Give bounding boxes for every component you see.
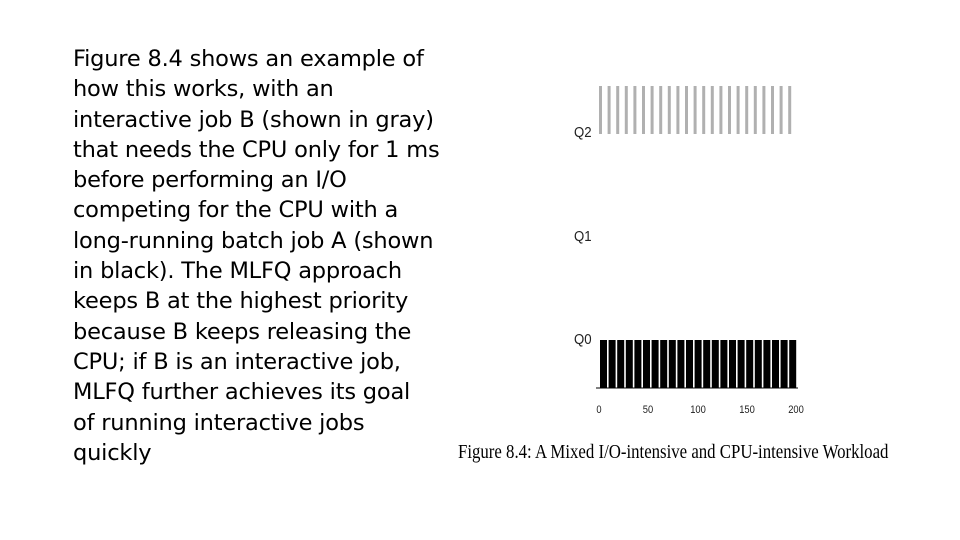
job-a-slice xyxy=(694,340,702,388)
job-a-slice xyxy=(746,340,754,388)
x-tick: 200 xyxy=(788,404,804,416)
body-line: of running interactive jobs xyxy=(73,409,365,436)
queue-label-q2: Q2 xyxy=(574,124,592,141)
job-a-slice xyxy=(643,340,650,388)
body-line: CPU; if B is an interactive job, xyxy=(73,348,401,375)
job-a-slice xyxy=(625,340,633,388)
body-line: because B keeps releasing the xyxy=(73,318,412,345)
job-b-slice xyxy=(745,86,749,134)
job-a-slice xyxy=(729,340,736,388)
body-line: competing for the CPU with a xyxy=(73,197,399,224)
job-a-slice xyxy=(703,340,711,388)
queue-label-q1: Q1 xyxy=(574,228,592,245)
job-b-slice xyxy=(599,86,602,134)
job-a-slice xyxy=(660,340,668,388)
body-line: that needs the CPU only for 1 ms xyxy=(73,136,440,163)
body-line: in black). The MLFQ approach xyxy=(73,258,402,285)
job-a-slice xyxy=(772,340,779,388)
timeline-graphic xyxy=(596,86,798,389)
job-a-slice xyxy=(634,340,642,388)
job-b-slice xyxy=(642,86,645,134)
figure-caption: Figure 8.4: A Mixed I/O-intensive and CP… xyxy=(458,441,889,463)
job-b-slice xyxy=(607,86,611,134)
job-b-slice xyxy=(728,86,731,134)
job-a-slice xyxy=(789,340,797,388)
job-b-slice xyxy=(676,86,680,134)
job-a-slice xyxy=(754,340,762,388)
x-tick: 50 xyxy=(642,404,654,416)
job-a-slice xyxy=(720,340,728,388)
q0-job-a-bars xyxy=(600,340,797,388)
x-tick: 0 xyxy=(596,404,602,416)
body-line: keeps B at the highest priority xyxy=(73,288,409,315)
job-a-slice xyxy=(651,340,659,388)
body-line: Figure 8.4 shows an example of xyxy=(73,46,424,72)
x-tick: 100 xyxy=(690,404,706,416)
body-line: before performing an I/O xyxy=(73,167,347,194)
job-b-slice xyxy=(710,86,714,134)
job-a-slice xyxy=(780,340,788,388)
job-b-slice xyxy=(693,86,697,134)
job-a-slice xyxy=(677,340,685,388)
job-b-slice xyxy=(719,86,723,134)
queue-label-q0: Q0 xyxy=(574,331,592,348)
job-b-slice xyxy=(624,86,628,134)
job-b-slice xyxy=(616,86,620,134)
body-line: interactive job B (shown in gray) xyxy=(73,106,434,133)
body-line: quickly xyxy=(73,439,152,466)
job-a-slice xyxy=(608,340,616,388)
job-a-slice xyxy=(600,340,607,388)
job-b-slice xyxy=(788,86,792,134)
job-b-slice xyxy=(685,86,688,134)
job-a-slice xyxy=(668,340,676,388)
job-a-slice xyxy=(617,340,625,388)
job-b-slice xyxy=(702,86,706,134)
body-line: long-running batch job A (shown xyxy=(73,227,434,254)
job-b-slice xyxy=(736,86,740,134)
body-line: how this works, with an xyxy=(73,76,334,103)
job-b-slice xyxy=(771,86,774,134)
job-a-slice xyxy=(763,340,771,388)
x-tick: 150 xyxy=(739,404,755,416)
job-b-slice xyxy=(762,86,766,134)
job-a-slice xyxy=(737,340,745,388)
body-line: MLFQ further achieves its goal xyxy=(73,379,411,406)
job-b-slice xyxy=(667,86,671,134)
job-a-slice xyxy=(686,340,693,388)
job-b-slice xyxy=(650,86,654,134)
mlfq-figure: Q2 Q1 Q0 0 50 100 150 200 xyxy=(560,72,830,432)
body-paragraph: Figure 8.4 shows an example of how this … xyxy=(73,44,453,468)
job-b-slice xyxy=(753,86,757,134)
job-b-slice xyxy=(779,86,783,134)
job-a-slice xyxy=(711,340,719,388)
q2-job-b-bars xyxy=(599,86,792,134)
job-b-slice xyxy=(633,86,637,134)
job-b-slice xyxy=(659,86,663,134)
